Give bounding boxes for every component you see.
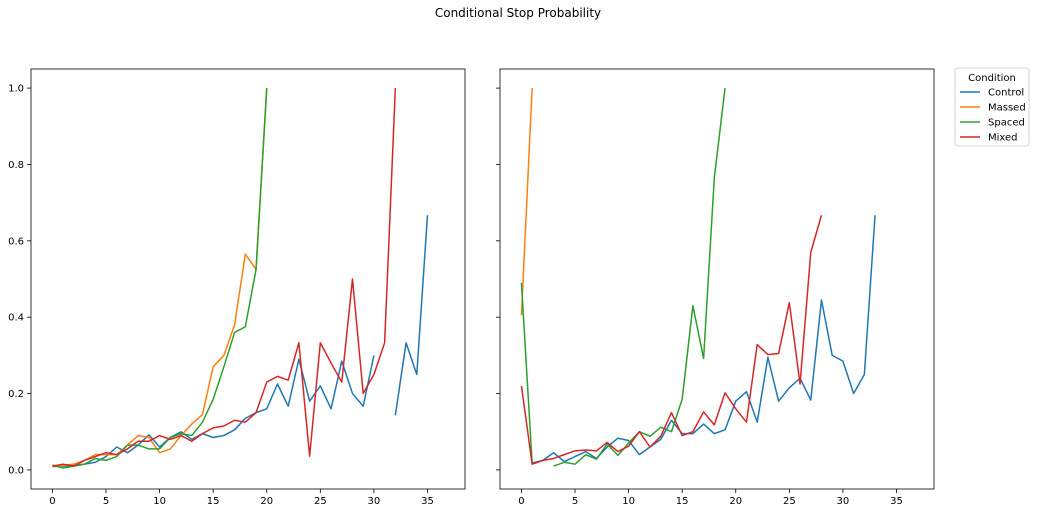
right-x-tick-label: 35 — [890, 496, 903, 507]
left-series-spaced-line — [52, 88, 268, 469]
right-x-tick-label: 20 — [729, 496, 742, 507]
left-y-tick-label: 0.2 — [8, 389, 24, 400]
left-x-tick-label: 15 — [207, 496, 220, 507]
left-series-layer — [52, 88, 429, 469]
right-x-tick-label: 30 — [837, 496, 850, 507]
left-y-axis: 0.0 0.2 0.4 0.6 0.8 1.0 — [8, 84, 31, 476]
right-x-tick-label: 5 — [572, 496, 578, 507]
left-series-massed-line — [52, 88, 268, 468]
left-x-tick-label: 0 — [49, 496, 55, 507]
right-x-tick-label: 10 — [622, 496, 635, 507]
left-x-tick-label: 20 — [260, 496, 273, 507]
left-y-tick-label: 1.0 — [8, 84, 24, 95]
right-y-axis — [496, 87, 500, 471]
right-x-tick-label: 15 — [676, 496, 689, 507]
legend-box — [954, 67, 1030, 147]
legend-entries: Control Massed Spaced Mixed — [960, 88, 1026, 144]
left-series-control-line — [52, 355, 375, 467]
right-series-layer — [520, 88, 876, 467]
left-series-control-line — [394, 215, 429, 416]
right-x-axis: 0 5 10 15 20 25 30 35 — [518, 489, 903, 507]
left-x-tick-label: 5 — [103, 496, 109, 507]
left-series-mixed-line — [52, 88, 397, 467]
left-y-tick-label: 0.6 — [8, 236, 24, 247]
right-plot-panel: 0 5 10 15 20 25 30 35 — [496, 68, 935, 507]
left-x-axis: 0 5 10 15 20 25 30 35 — [49, 489, 434, 507]
right-x-tick-label: 0 — [518, 496, 524, 507]
left-x-tick-label: 35 — [421, 496, 434, 507]
left-x-tick-label: 30 — [368, 496, 381, 507]
legend-label-mixed: Mixed — [988, 133, 1018, 144]
right-series-control-line — [531, 215, 876, 464]
left-x-tick-label: 10 — [153, 496, 166, 507]
left-plot-panel: 0 5 10 15 20 25 30 35 0.0 0.2 0.4 0.6 0.8 1.0 — [8, 68, 466, 507]
left-plot-frame — [30, 68, 466, 490]
legend-title: Condition — [968, 73, 1016, 84]
right-series-spaced-line — [520, 282, 533, 464]
left-y-tick-label: 0.0 — [8, 465, 24, 476]
right-series-mixed-line — [520, 215, 823, 465]
right-series-spaced-line — [553, 88, 726, 467]
left-y-tick-label: 0.4 — [8, 313, 24, 324]
legend-label-control: Control — [988, 88, 1024, 99]
right-series-massed-line — [520, 88, 533, 316]
legend-label-spaced: Spaced — [988, 118, 1025, 129]
chart-title: Conditional Stop Probability — [435, 6, 601, 20]
left-y-tick-label: 0.8 — [8, 160, 24, 171]
legend-label-massed: Massed — [988, 103, 1026, 114]
right-plot-frame — [499, 68, 935, 490]
left-x-tick-label: 25 — [314, 496, 327, 507]
right-x-tick-label: 25 — [783, 496, 796, 507]
legend: Condition Control Massed Spaced Mixed — [954, 67, 1030, 147]
